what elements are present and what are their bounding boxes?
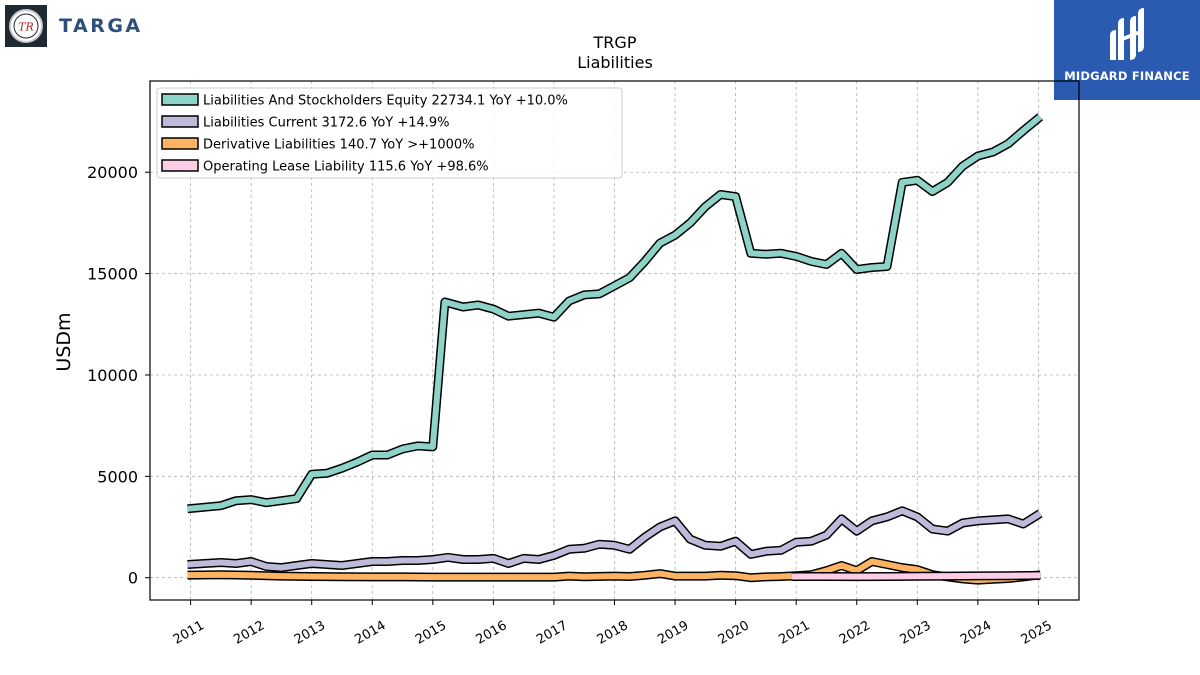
legend-swatch [161,137,199,150]
x-tick-label: 2016 [474,618,510,648]
x-tick-label: 2011 [171,618,207,648]
legend-entry: Operating Lease Liability 115.6 YoY +98.… [203,160,489,175]
x-tick-label: 2014 [352,618,388,648]
y-tick-label: 20000 [87,163,138,182]
midgard-wordmark: MIDGARD FINANCE [1064,69,1190,83]
series-line-1 [187,507,1042,571]
midgard-mark-icon [1110,8,1144,60]
legend-entry: Derivative Liabilities 140.7 YoY >+1000% [203,138,475,153]
x-tick-label: 2020 [716,618,752,648]
midgard-logo: MIDGARD FINANCE [1054,0,1200,100]
x-tick-label: 2018 [595,618,631,648]
targa-logo: TR TARGA [5,5,143,47]
targa-mark-icon: TR [5,5,47,47]
legend-box [156,87,623,179]
legend-swatch [161,93,199,106]
targa-wordmark: TARGA [59,15,143,37]
x-tick-label: 2017 [534,618,570,648]
x-tick-label: 2012 [231,618,267,648]
legend-entry: Liabilities And Stockholders Equity 2273… [203,94,568,109]
x-tick-label: 2022 [837,618,873,648]
x-tick-label: 2013 [292,618,328,648]
x-tick-label: 2021 [776,618,812,648]
y-tick-label: 15000 [87,265,138,284]
y-axis-label: USDm [53,312,75,371]
x-tick-label: 2023 [897,618,933,648]
targa-mark-text: TR [18,21,34,34]
legend: Liabilities And Stockholders Equity 2273… [156,87,623,179]
y-tick-label: 10000 [87,366,138,385]
chart-subtitle: Liabilities [577,53,653,72]
series-line-3 [791,572,1041,580]
y-tick-label: 5000 [97,467,138,486]
legend-swatch [161,159,199,172]
series-layer [187,113,1044,585]
x-tick-label: 2019 [655,618,691,648]
legend-swatch [161,115,199,128]
x-tick-label: 2015 [413,618,449,648]
series-line-0 [187,114,1043,512]
x-tick-label: 2024 [958,618,994,648]
x-tick-label: 2025 [1019,618,1055,648]
legend-entry: Liabilities Current 3172.6 YoY +14.9% [203,116,450,131]
series-outline-1 [187,506,1043,573]
y-tick-label: 0 [128,569,138,588]
chart-title: TRGP [593,33,637,52]
